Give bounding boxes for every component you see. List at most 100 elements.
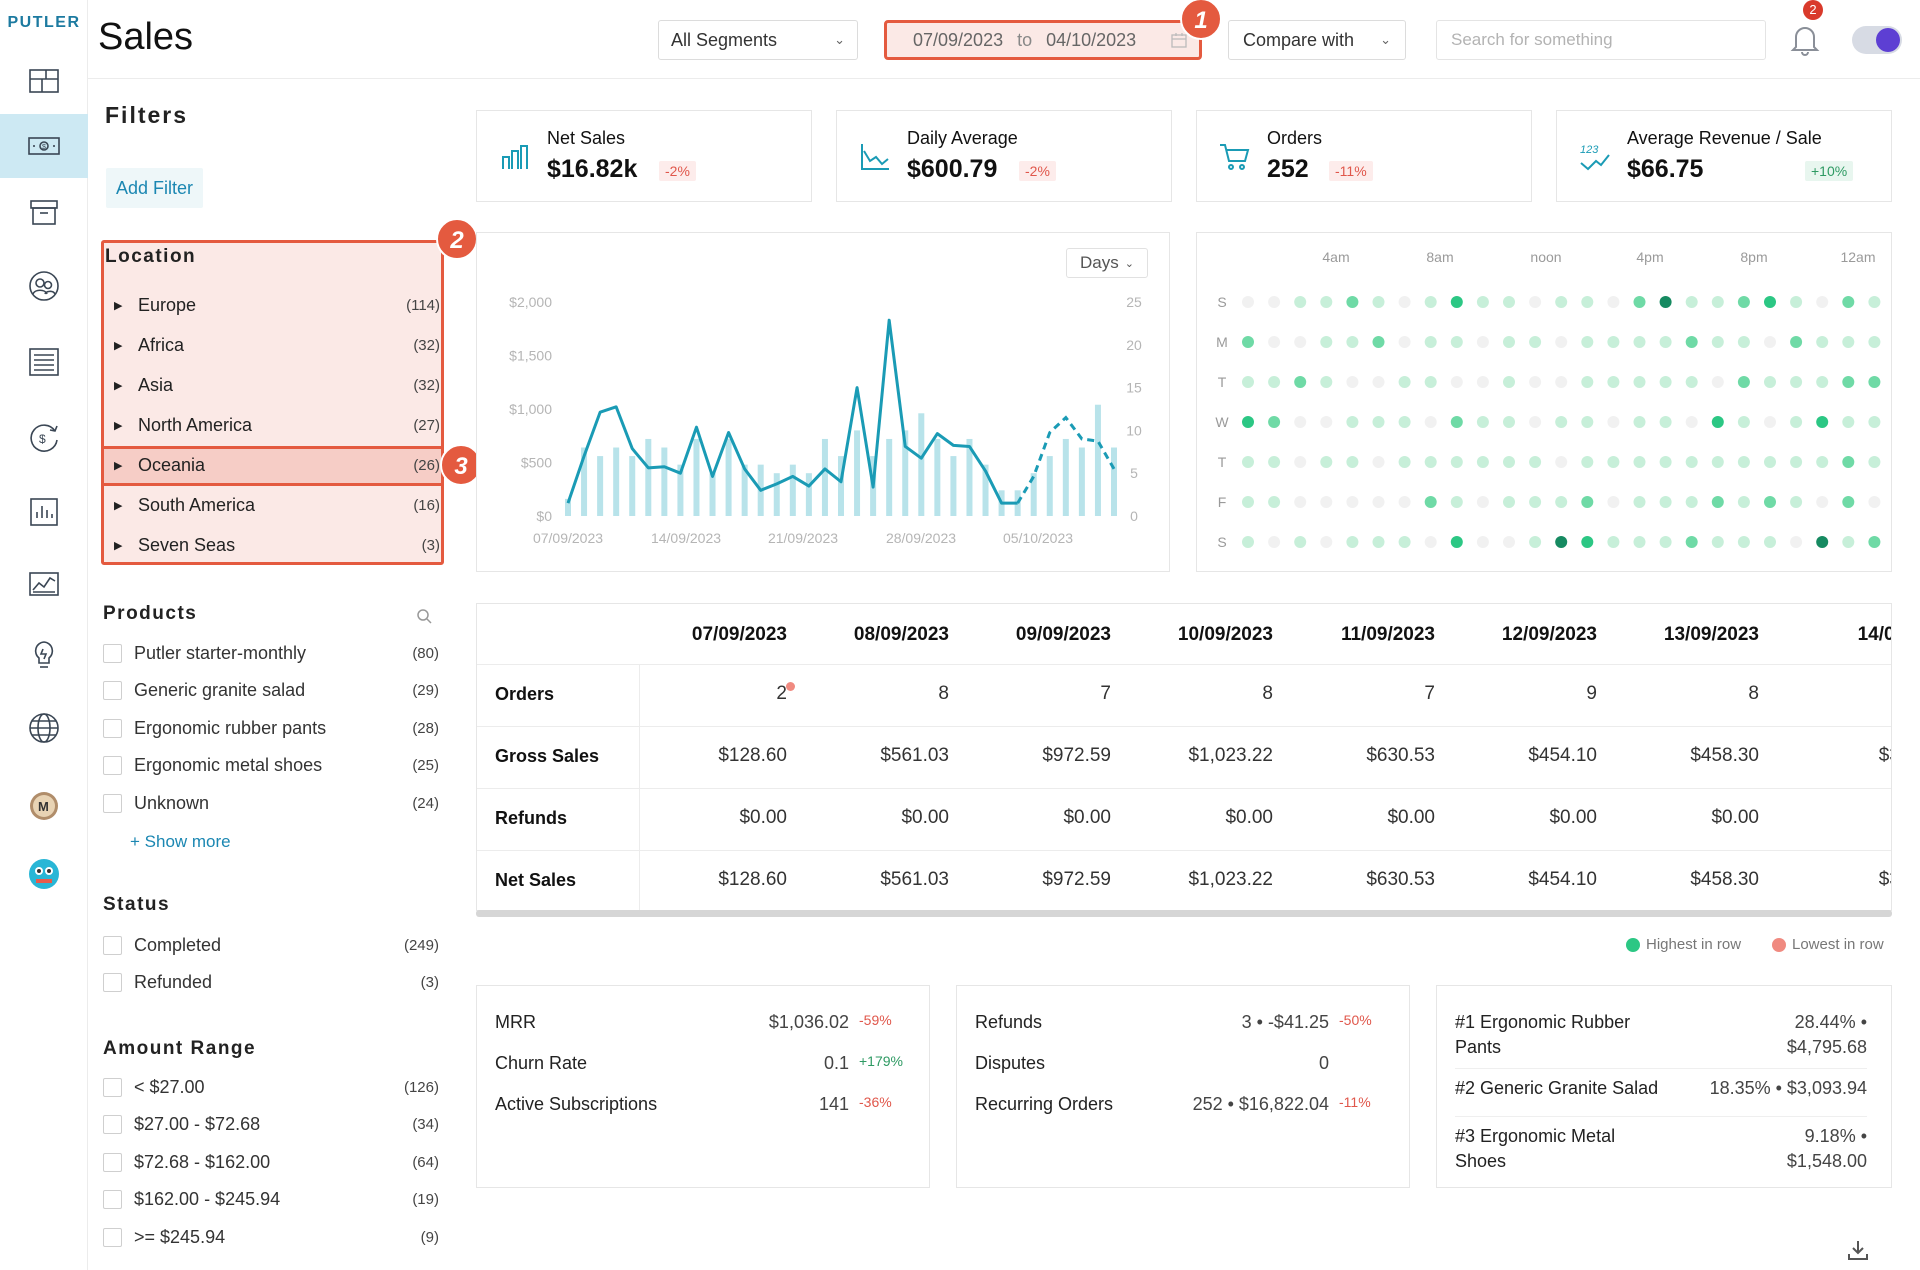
heat-dot[interactable] <box>1737 456 1750 468</box>
ideas-icon[interactable] <box>0 624 88 688</box>
heat-dot[interactable] <box>1816 536 1829 548</box>
heat-dot[interactable] <box>1476 456 1489 468</box>
avatar-m[interactable]: M <box>0 774 88 838</box>
heat-dot[interactable] <box>1294 376 1307 388</box>
heat-dot[interactable] <box>1711 496 1724 508</box>
heat-dot[interactable] <box>1711 456 1724 468</box>
filter-option[interactable]: Putler starter-monthly (80) <box>103 638 439 668</box>
column-header[interactable]: 14/09/2 <box>1857 624 1891 645</box>
filter-option[interactable]: >= $245.94 (9) <box>103 1222 439 1252</box>
heat-dot[interactable] <box>1581 376 1594 388</box>
heat-dot[interactable] <box>1764 536 1776 548</box>
heat-dot[interactable] <box>1268 416 1281 428</box>
caret-right-icon[interactable]: ▶ <box>114 539 123 552</box>
location-item-seven-seas[interactable]: ▶ Seven Seas (3) <box>108 526 440 564</box>
heat-dot[interactable] <box>1398 376 1411 388</box>
column-header[interactable]: 11/09/2023 <box>1340 624 1435 645</box>
checkbox[interactable] <box>103 1077 122 1097</box>
filter-option[interactable]: Generic granite salad (29) <box>103 676 439 706</box>
heat-dot[interactable] <box>1659 376 1672 388</box>
heat-dot[interactable] <box>1607 296 1620 308</box>
column-header[interactable]: 10/09/2023 <box>1177 624 1273 645</box>
caret-right-icon[interactable]: ▶ <box>114 339 123 352</box>
column-header[interactable]: 09/09/2023 <box>1015 624 1111 645</box>
insights-icon[interactable] <box>0 552 88 616</box>
heat-dot[interactable] <box>1346 296 1359 308</box>
heat-dot[interactable] <box>1450 456 1463 468</box>
compare-with-select[interactable]: Compare with ⌄ <box>1228 20 1406 60</box>
heat-dot[interactable] <box>1424 336 1437 348</box>
checkbox[interactable] <box>103 1115 122 1134</box>
heat-dot[interactable] <box>1633 376 1646 388</box>
heat-dot[interactable] <box>1268 376 1281 388</box>
heat-dot[interactable] <box>1476 536 1489 548</box>
heat-dot[interactable] <box>1842 336 1855 348</box>
checkbox[interactable] <box>103 935 122 955</box>
heat-dot[interactable] <box>1659 296 1672 308</box>
heat-dot[interactable] <box>1476 496 1489 508</box>
heat-dot[interactable] <box>1503 416 1515 428</box>
heat-dot[interactable] <box>1659 336 1672 348</box>
filter-option[interactable]: Ergonomic metal shoes (25) <box>103 751 439 781</box>
heat-dot[interactable] <box>1294 536 1307 548</box>
heat-dot[interactable] <box>1581 536 1594 548</box>
column-header[interactable]: 07/09/2023 <box>691 624 787 645</box>
kpi-card[interactable]: Net Sales $16.82k -2% <box>476 110 812 202</box>
heat-dot[interactable] <box>1607 336 1620 348</box>
customers-icon[interactable] <box>0 254 88 318</box>
heat-dot[interactable] <box>1764 416 1776 428</box>
heat-dot[interactable] <box>1503 296 1515 308</box>
bell-icon[interactable] <box>1790 22 1820 56</box>
heat-dot[interactable] <box>1346 416 1359 428</box>
caret-right-icon[interactable]: ▶ <box>114 419 123 432</box>
heat-dot[interactable] <box>1842 536 1855 548</box>
heat-dot[interactable] <box>1607 416 1620 428</box>
heat-dot[interactable] <box>1842 496 1855 508</box>
heat-dot[interactable] <box>1450 336 1463 348</box>
heat-dot[interactable] <box>1581 336 1594 348</box>
heat-dot[interactable] <box>1320 296 1333 308</box>
heat-dot[interactable] <box>1555 336 1568 348</box>
segment-select[interactable]: All Segments ⌄ <box>658 20 858 60</box>
putler-logo[interactable]: PUTLER <box>7 14 81 31</box>
heat-dot[interactable] <box>1633 416 1646 428</box>
checkbox[interactable] <box>103 718 122 738</box>
heat-dot[interactable] <box>1790 296 1803 308</box>
subscriptions-icon[interactable]: $ <box>0 406 88 470</box>
heat-dot[interactable] <box>1581 496 1594 508</box>
heat-dot[interactable] <box>1294 496 1307 508</box>
heat-dot[interactable] <box>1398 496 1411 508</box>
heat-dot[interactable] <box>1294 296 1307 308</box>
heat-dot[interactable] <box>1764 296 1776 308</box>
heat-dot[interactable] <box>1868 456 1881 468</box>
filter-option[interactable]: $162.00 - $245.94 (19) <box>103 1185 439 1215</box>
heat-dot[interactable] <box>1790 496 1803 508</box>
heat-dot[interactable] <box>1607 536 1620 548</box>
heat-dot[interactable] <box>1633 456 1646 468</box>
heat-dot[interactable] <box>1581 296 1594 308</box>
heat-dot[interactable] <box>1242 416 1254 428</box>
heat-dot[interactable] <box>1320 496 1333 508</box>
heat-dot[interactable] <box>1372 296 1385 308</box>
heat-dot[interactable] <box>1555 296 1568 308</box>
heat-dot[interactable] <box>1790 336 1803 348</box>
heat-dot[interactable] <box>1711 336 1724 348</box>
archive-icon[interactable] <box>0 180 88 244</box>
heat-dot[interactable] <box>1842 376 1855 388</box>
kpi-card[interactable]: 123 Average Revenue / Sale $66.75 +10% <box>1556 110 1892 202</box>
dashboard-icon[interactable] <box>0 50 88 114</box>
download-icon[interactable] <box>1846 1238 1870 1262</box>
heat-dot[interactable] <box>1711 296 1724 308</box>
heat-dot[interactable] <box>1346 336 1359 348</box>
caret-right-icon[interactable]: ▶ <box>114 379 123 392</box>
heat-dot[interactable] <box>1868 376 1881 388</box>
heat-dot[interactable] <box>1685 296 1698 308</box>
heat-dot[interactable] <box>1868 536 1881 548</box>
heat-dot[interactable] <box>1450 536 1463 548</box>
heat-dot[interactable] <box>1268 336 1281 348</box>
heat-dot[interactable] <box>1633 296 1646 308</box>
heat-dot[interactable] <box>1607 376 1620 388</box>
heat-dot[interactable] <box>1294 416 1307 428</box>
heat-dot[interactable] <box>1529 416 1542 428</box>
filter-option[interactable]: Refunded (3) <box>103 967 439 997</box>
